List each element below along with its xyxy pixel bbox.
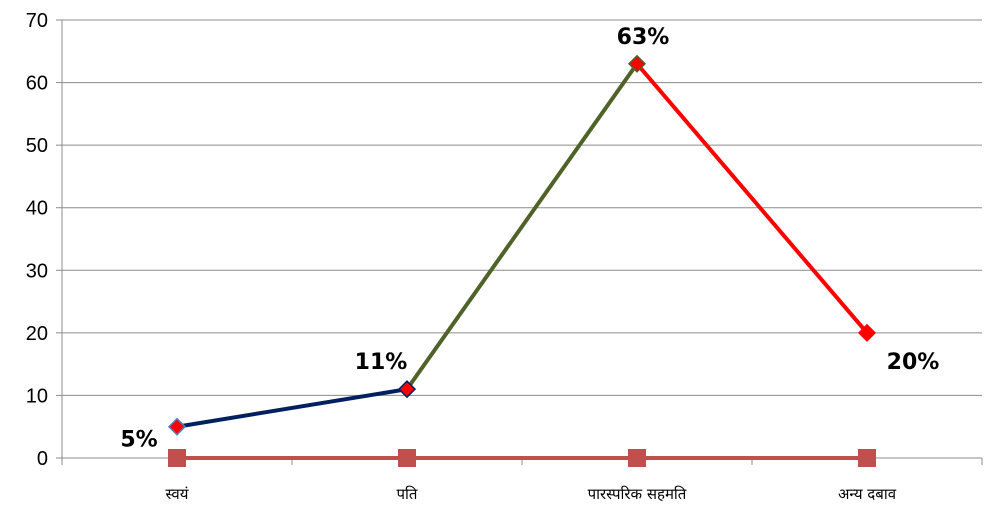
y-tick-label: 10 xyxy=(26,385,48,407)
series-2-square-marker xyxy=(168,449,186,467)
y-tick-label: 0 xyxy=(37,448,48,470)
series-2-square-marker xyxy=(628,449,646,467)
data-label: 11% xyxy=(355,350,408,375)
x-category-label: पति xyxy=(397,485,418,503)
data-label: 5% xyxy=(120,428,157,453)
series-2-square-marker xyxy=(858,449,876,467)
y-tick-label: 30 xyxy=(26,260,48,282)
series-1-line-segment xyxy=(635,61,869,335)
y-axis-tick-labels: 0 10 20 30 40 50 60 70 xyxy=(26,10,48,470)
y-tick-label: 50 xyxy=(26,135,48,157)
x-axis-category-labels: स्वयं पति पारस्परिक सहमति अन्य दबाव xyxy=(166,485,897,503)
y-tick-label: 40 xyxy=(26,198,48,220)
series-markers xyxy=(167,54,877,467)
series-2-square-marker xyxy=(398,449,416,467)
y-tick-label: 20 xyxy=(26,323,48,345)
series-1-diamond-marker xyxy=(167,417,187,436)
gridlines xyxy=(62,19,982,396)
data-labels: 5% 11% 63% 20% xyxy=(120,25,939,453)
data-label: 20% xyxy=(887,350,940,375)
x-category-label: पारस्परिक सहमति xyxy=(588,485,687,503)
data-label: 63% xyxy=(617,25,670,50)
y-tick-label: 70 xyxy=(26,10,48,32)
axes xyxy=(56,19,983,465)
series-1-line-segment xyxy=(405,61,639,392)
series-1-diamond-marker xyxy=(627,54,647,73)
series-1-line-segment xyxy=(175,387,409,429)
x-category-label: अन्य दबाव xyxy=(838,485,897,503)
series-1-diamond-marker xyxy=(397,380,417,399)
series-lines xyxy=(175,61,869,460)
y-tick-label: 60 xyxy=(26,73,48,95)
series-1-diamond-marker xyxy=(857,323,877,342)
x-category-label: स्वयं xyxy=(166,485,189,503)
